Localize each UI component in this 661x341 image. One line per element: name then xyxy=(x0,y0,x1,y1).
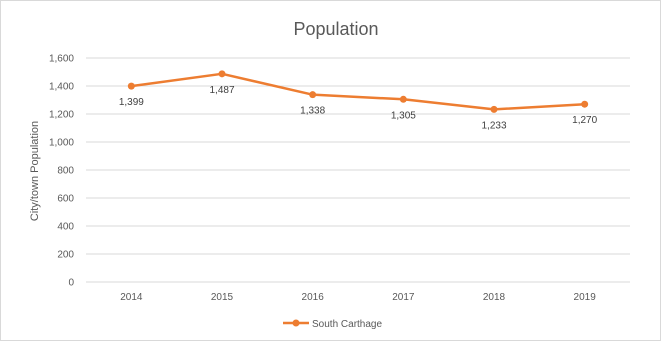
data-point xyxy=(399,95,407,103)
data-label: 1,399 xyxy=(119,97,144,108)
data-point xyxy=(581,100,589,108)
x-tick-label: 2016 xyxy=(302,292,325,303)
data-label: 1,270 xyxy=(572,115,597,126)
data-label: 1,487 xyxy=(209,85,234,96)
x-tick-label: 2019 xyxy=(574,292,597,303)
y-tick-label: 200 xyxy=(57,250,74,261)
data-point xyxy=(218,70,226,78)
x-tick-label: 2017 xyxy=(392,292,415,303)
y-tick-label: 1,400 xyxy=(49,82,74,93)
data-point xyxy=(127,82,135,90)
chart-title: Population xyxy=(293,19,378,39)
y-tick-labels: 0 200 400 600 800 1,000 1,200 1,400 1,600 xyxy=(49,54,74,289)
y-tick-label: 1,200 xyxy=(49,110,74,121)
data-label: 1,305 xyxy=(391,110,416,121)
y-tick-label: 600 xyxy=(57,194,74,205)
y-tick-label: 1,600 xyxy=(49,54,74,65)
y-tick-label: 1,000 xyxy=(49,138,74,149)
y-tick-label: 400 xyxy=(57,222,74,233)
y-axis-title: City/town Population xyxy=(29,121,41,221)
series-layer xyxy=(127,70,589,113)
x-tick-labels: 2014 2015 2016 2017 2018 2019 xyxy=(120,292,596,303)
data-label: 1,233 xyxy=(481,120,506,131)
data-point xyxy=(309,91,317,99)
y-tick-label: 0 xyxy=(68,278,74,289)
series-line xyxy=(131,72,585,111)
gridlines xyxy=(86,57,630,283)
data-point xyxy=(490,105,498,113)
x-tick-label: 2018 xyxy=(483,292,506,303)
x-tick-label: 2014 xyxy=(120,292,143,303)
x-tick-label: 2015 xyxy=(211,292,234,303)
legend: South Carthage xyxy=(283,319,382,330)
y-tick-label: 800 xyxy=(57,166,74,177)
legend-marker xyxy=(292,319,300,327)
data-label: 1,338 xyxy=(300,106,325,117)
legend-label: South Carthage xyxy=(312,319,382,330)
data-labels: 1,399 1,487 1,338 1,305 1,233 1,270 xyxy=(119,85,598,132)
